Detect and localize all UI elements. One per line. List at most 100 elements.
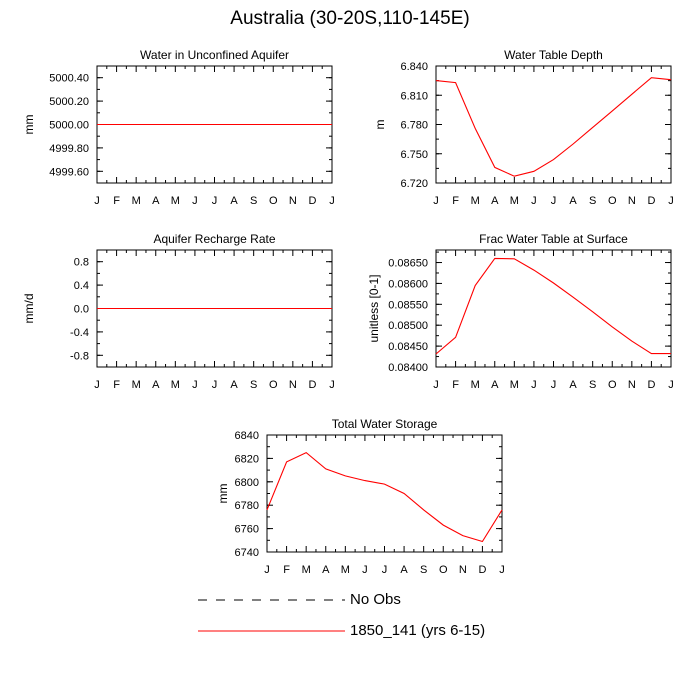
x-tick-label: D (308, 195, 316, 207)
x-tick-label: D (478, 564, 486, 576)
y-axis-label: unitless [0-1] (367, 274, 381, 342)
x-tick-label: J (212, 195, 218, 207)
x-tick-label: O (608, 379, 617, 391)
x-tick-label: F (452, 195, 459, 207)
y-tick-label: 6740 (235, 547, 259, 559)
y-tick-label: 0.08450 (388, 341, 428, 353)
y-axis-label: mm (22, 115, 36, 135)
y-tick-label: 0.08650 (388, 258, 428, 270)
x-tick-label: N (628, 195, 636, 207)
y-tick-label: 6.780 (400, 120, 428, 132)
x-tick-label: S (589, 379, 596, 391)
y-tick-label: 5000.00 (49, 120, 89, 132)
x-tick-label: A (569, 195, 577, 207)
panel-title: Water in Unconfined Aquifer (140, 48, 289, 62)
x-tick-label: A (230, 195, 238, 207)
x-tick-label: M (510, 195, 519, 207)
y-tick-label: 0.0 (74, 304, 89, 316)
plot-frame (435, 249, 672, 368)
x-tick-label: O (608, 195, 617, 207)
x-tick-label: S (250, 195, 257, 207)
x-tick-label: A (491, 195, 499, 207)
panel-title: Frac Water Table at Surface (479, 232, 628, 246)
x-tick-label: A (230, 379, 238, 391)
x-tick-label: A (491, 379, 499, 391)
x-tick-label: A (152, 379, 160, 391)
x-tick-label: J (192, 195, 198, 207)
x-tick-label: F (113, 195, 120, 207)
x-tick-label: J (212, 379, 218, 391)
plot-frame (435, 65, 672, 184)
x-tick-label: A (569, 379, 577, 391)
x-tick-label: F (283, 564, 290, 576)
x-tick-label: J (668, 195, 674, 207)
x-tick-label: O (269, 195, 278, 207)
y-tick-label: 0.08500 (388, 320, 428, 332)
x-tick-label: J (329, 379, 335, 391)
y-tick-label: 5000.40 (49, 73, 89, 85)
series-line (266, 451, 503, 543)
y-tick-label: 6.810 (400, 90, 428, 102)
figure-title: Australia (30-20S,110-145E) (230, 8, 470, 29)
x-tick-label: J (433, 379, 439, 391)
y-tick-label: 6.840 (400, 61, 428, 73)
x-tick-label: J (531, 195, 537, 207)
legend-label-model: 1850_141 (yrs 6-15) (350, 622, 486, 639)
y-tick-label: -0.8 (70, 350, 89, 362)
y-tick-label: 6820 (235, 453, 259, 465)
x-tick-label: M (471, 195, 480, 207)
y-axis-label: m (373, 120, 387, 130)
x-tick-label: J (531, 379, 537, 391)
x-tick-label: A (152, 195, 160, 207)
x-tick-label: J (94, 379, 100, 391)
x-tick-label: A (322, 564, 330, 576)
x-tick-label: D (308, 379, 316, 391)
x-tick-label: O (269, 379, 278, 391)
x-tick-label: J (551, 195, 557, 207)
x-tick-label: M (132, 379, 141, 391)
x-tick-label: J (668, 379, 674, 391)
y-axis-label: mm/d (22, 294, 36, 324)
y-tick-label: 4999.60 (49, 166, 89, 178)
y-tick-label: 0.08550 (388, 299, 428, 311)
y-tick-label: 5000.20 (49, 96, 89, 108)
y-tick-label: 6760 (235, 524, 259, 536)
x-tick-label: S (589, 195, 596, 207)
panel-title: Aquifer Recharge Rate (153, 232, 275, 246)
x-tick-label: J (433, 195, 439, 207)
x-tick-label: M (171, 195, 180, 207)
x-tick-label: M (302, 564, 311, 576)
plot-frame (266, 434, 503, 553)
y-tick-label: 6840 (235, 430, 259, 442)
y-tick-label: 0.08400 (388, 362, 428, 374)
x-tick-label: M (510, 379, 519, 391)
x-tick-label: M (132, 195, 141, 207)
x-tick-label: M (471, 379, 480, 391)
x-tick-label: D (647, 379, 655, 391)
y-tick-label: 6780 (235, 500, 259, 512)
y-tick-label: 0.8 (74, 257, 89, 269)
x-tick-label: S (250, 379, 257, 391)
x-tick-label: J (362, 564, 368, 576)
x-tick-label: N (628, 379, 636, 391)
x-tick-label: S (420, 564, 427, 576)
x-tick-label: J (192, 379, 198, 391)
x-tick-label: F (113, 379, 120, 391)
x-tick-label: N (289, 379, 297, 391)
y-tick-label: 0.08600 (388, 278, 428, 290)
x-tick-label: N (289, 195, 297, 207)
y-tick-label: 6.720 (400, 178, 428, 190)
legend-label-obs: No Obs (350, 591, 401, 608)
x-tick-label: J (94, 195, 100, 207)
x-tick-label: M (341, 564, 350, 576)
y-tick-label: 6.750 (400, 149, 428, 161)
x-tick-label: J (499, 564, 505, 576)
y-tick-label: 6800 (235, 477, 259, 489)
y-tick-label: 4999.80 (49, 143, 89, 155)
y-tick-label: 0.4 (74, 280, 89, 292)
y-axis-label: mm (216, 484, 230, 504)
